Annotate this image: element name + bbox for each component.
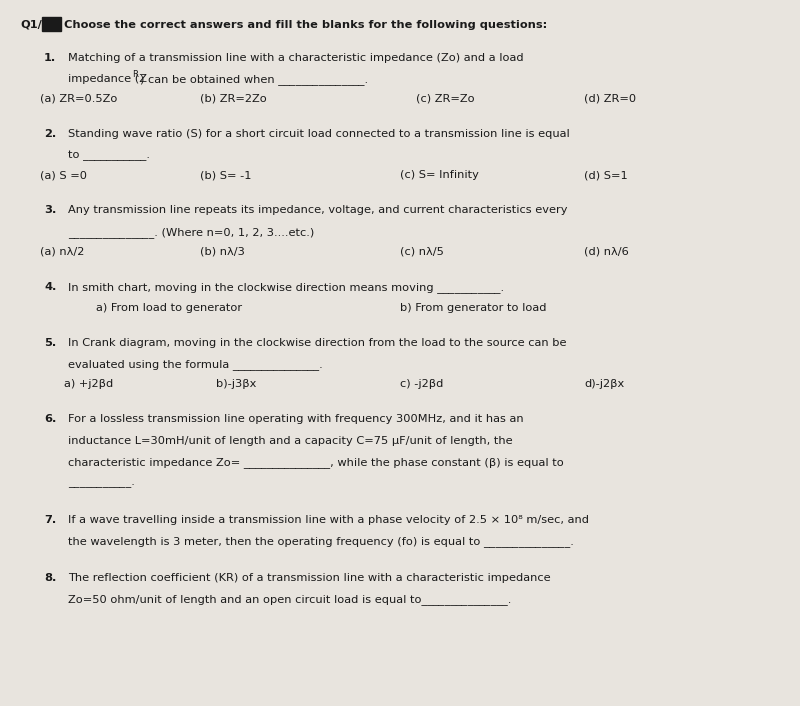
Text: to ___________.: to ___________. (68, 150, 150, 161)
Text: 2.: 2. (44, 129, 56, 139)
Text: (b) nλ/3: (b) nλ/3 (200, 246, 245, 256)
Text: Standing wave ratio (S) for a short circuit load connected to a transmission lin: Standing wave ratio (S) for a short circ… (68, 129, 570, 139)
Text: _______________. (Where n=0, 1, 2, 3....etc.): _______________. (Where n=0, 1, 2, 3....… (68, 227, 314, 237)
Text: In Crank diagram, moving in the clockwise direction from the load to the source : In Crank diagram, moving in the clockwis… (68, 338, 566, 348)
Text: Any transmission line repeats its impedance, voltage, and current characteristic: Any transmission line repeats its impeda… (68, 205, 567, 215)
Text: impedance (Z: impedance (Z (68, 74, 147, 84)
Text: (d) ZR=0: (d) ZR=0 (584, 94, 636, 104)
Text: (b) ZR=2Zo: (b) ZR=2Zo (200, 94, 266, 104)
Text: 3.: 3. (44, 205, 56, 215)
Text: In smith chart, moving in the clockwise direction means moving ___________.: In smith chart, moving in the clockwise … (68, 282, 504, 292)
Text: 1.: 1. (44, 53, 56, 63)
Text: b) From generator to load: b) From generator to load (400, 303, 546, 313)
Text: ___________.: ___________. (68, 478, 135, 488)
Text: Q1/: Q1/ (20, 20, 42, 30)
Text: (a) S =0: (a) S =0 (40, 170, 87, 180)
Text: c) -j2βd: c) -j2βd (400, 379, 443, 389)
Text: (a) nλ/2: (a) nλ/2 (40, 246, 84, 256)
Text: 7.: 7. (44, 515, 56, 525)
Text: evaluated using the formula _______________.: evaluated using the formula ____________… (68, 359, 322, 370)
FancyBboxPatch shape (42, 17, 61, 31)
Text: (d) S=1: (d) S=1 (584, 170, 628, 180)
Text: R: R (132, 70, 138, 79)
Text: a) From load to generator: a) From load to generator (96, 303, 242, 313)
Text: characteristic impedance Zo= _______________, while the phase constant (β) is eq: characteristic impedance Zo= ___________… (68, 457, 564, 467)
Text: Choose the correct answers and fill the blanks for the following questions:: Choose the correct answers and fill the … (64, 20, 547, 30)
Text: a) +j2βd: a) +j2βd (64, 379, 114, 389)
Text: 8.: 8. (44, 573, 56, 582)
Text: inductance L=30mH/unit of length and a capacity C=75 μF/unit of length, the: inductance L=30mH/unit of length and a c… (68, 436, 513, 445)
Text: If a wave travelling inside a transmission line with a phase velocity of 2.5 × 1: If a wave travelling inside a transmissi… (68, 515, 589, 525)
Text: 6.: 6. (44, 414, 56, 424)
Text: Zo=50 ohm/unit of length and an open circuit load is equal to_______________.: Zo=50 ohm/unit of length and an open cir… (68, 594, 511, 604)
Text: b)-j3βx: b)-j3βx (216, 379, 256, 389)
Text: The reflection coefficient (KR) of a transmission line with a characteristic imp: The reflection coefficient (KR) of a tra… (68, 573, 550, 582)
Text: 4.: 4. (44, 282, 56, 292)
Text: (c) ZR=Zo: (c) ZR=Zo (416, 94, 474, 104)
Text: 5.: 5. (44, 338, 56, 348)
Text: the wavelength is 3 meter, then the operating frequency (fo) is equal to _______: the wavelength is 3 meter, then the oper… (68, 536, 574, 546)
Text: (c) nλ/5: (c) nλ/5 (400, 246, 444, 256)
Text: (b) S= -1: (b) S= -1 (200, 170, 251, 180)
Text: (c) S= Infinity: (c) S= Infinity (400, 170, 479, 180)
Text: ) can be obtained when _______________.: ) can be obtained when _______________. (140, 74, 368, 85)
Text: d)-j2βx: d)-j2βx (584, 379, 624, 389)
Text: (a) ZR=0.5Zo: (a) ZR=0.5Zo (40, 94, 118, 104)
Text: For a lossless transmission line operating with frequency 300MHz, and it has an: For a lossless transmission line operati… (68, 414, 524, 424)
Text: (d) nλ/6: (d) nλ/6 (584, 246, 629, 256)
Text: Matching of a transmission line with a characteristic impedance (Zo) and a load: Matching of a transmission line with a c… (68, 53, 524, 63)
